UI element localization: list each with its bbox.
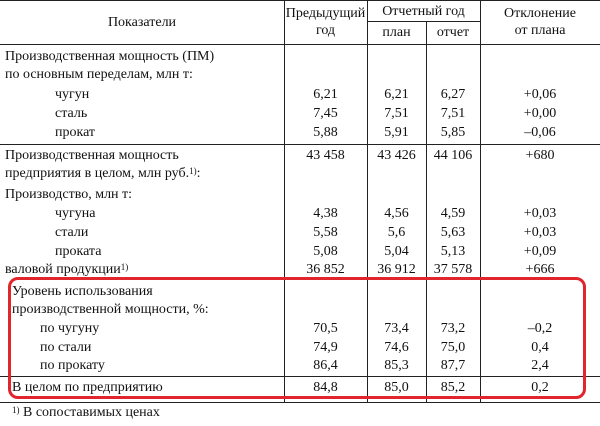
utilization-title-line1: Уровень использования — [12, 284, 153, 299]
gross-output-label: валовой продукции — [5, 262, 121, 277]
footnote-mark: 1) — [12, 405, 20, 415]
cell-prev: 84,8 — [313, 380, 338, 395]
cell-prev: 6,21 — [313, 87, 338, 102]
row-label: валовой продукции1) — [5, 261, 128, 278]
cell-plan: 7,51 — [384, 106, 409, 121]
cell-report: 37 578 — [433, 262, 473, 277]
cell-plan: 4,56 — [384, 206, 409, 221]
cell-prev: 5,88 — [313, 125, 338, 140]
cell-deviation: +680 — [525, 148, 555, 163]
header-report-year: Отчетный год — [382, 4, 465, 19]
header-prev-year-line2: год — [315, 23, 336, 38]
enterprise-title-text: предприятия в целом, млн руб. — [5, 166, 190, 181]
capacity-title-line2: по основным переделам, млн т: — [5, 67, 193, 82]
cell-plan: 85,0 — [384, 380, 409, 395]
cell-report: 4,59 — [440, 206, 466, 221]
cell-plan: 43 426 — [377, 148, 416, 163]
row-label: по прокату — [40, 358, 105, 373]
row-label: чугун — [55, 87, 90, 102]
cell-report: 75,0 — [440, 340, 466, 355]
cell-prev: 74,9 — [313, 340, 338, 355]
row-label: В целом по предприятию — [12, 380, 163, 395]
utilization-title-line2: производственной мощности, %: — [12, 302, 209, 317]
cell-prev: 7,45 — [313, 106, 338, 121]
cell-prev: 36 852 — [306, 262, 345, 277]
cell-report: 73,2 — [440, 321, 466, 336]
header-deviation-line2: от плана — [514, 23, 566, 38]
cell-plan: 5,6 — [387, 225, 406, 240]
row-label: прокат — [55, 125, 96, 140]
cell-deviation: +0,03 — [523, 206, 557, 221]
row-label: по стали — [40, 340, 92, 355]
row-label: сталь — [55, 106, 88, 121]
header-deviation-line1: Отклонение — [504, 6, 576, 21]
cell-plan: 6,21 — [384, 87, 409, 102]
highlight-frame — [8, 277, 586, 399]
cell-deviation: 2,4 — [531, 358, 549, 373]
row-label: по чугуну — [40, 321, 100, 336]
cell-deviation: +0,06 — [523, 87, 557, 102]
enterprise-title-line1: Производственная мощность — [5, 148, 179, 163]
header-report: отчет — [436, 25, 470, 40]
footnote: 1) В сопоставимых ценах — [12, 404, 160, 421]
cell-report: 5,63 — [440, 225, 466, 240]
row-label: проката — [55, 244, 102, 259]
cell-prev: 86,4 — [313, 358, 338, 373]
cell-report: 44 106 — [433, 148, 473, 163]
cell-prev: 5,08 — [313, 244, 338, 259]
cell-report: 6,27 — [440, 87, 466, 102]
production-title: Производство, млн т: — [5, 187, 133, 202]
cell-report: 85,2 — [440, 380, 466, 395]
enterprise-title-line2: предприятия в целом, млн руб.1): — [5, 166, 201, 181]
capacity-title-line1: Производственная мощность (ПМ) — [5, 49, 215, 64]
footnote-ref: 1) — [120, 262, 129, 272]
cell-prev: 4,38 — [313, 206, 338, 221]
cell-prev: 70,5 — [313, 321, 338, 336]
cell-report: 5,85 — [440, 125, 466, 140]
cell-plan: 85,3 — [384, 358, 409, 373]
cell-report: 7,51 — [440, 106, 466, 121]
cell-deviation: –0,2 — [527, 321, 553, 336]
row-label: стали — [55, 225, 89, 240]
cell-deviation: +0,00 — [523, 106, 557, 121]
header-prev-year-line1: Предыдущий — [285, 6, 366, 21]
row-label: чугуна — [55, 206, 96, 221]
cell-plan: 74,6 — [384, 340, 409, 355]
cell-plan: 5,04 — [384, 244, 409, 259]
footnote-ref: 1) — [189, 166, 197, 176]
cell-prev: 43 458 — [306, 148, 345, 163]
cell-deviation: +0,09 — [523, 244, 557, 259]
cell-plan: 36 912 — [377, 262, 416, 277]
header-plan: план — [382, 25, 411, 40]
cell-deviation: 0,4 — [531, 340, 549, 355]
cell-deviation: +0,03 — [523, 225, 557, 240]
cell-deviation: –0,06 — [524, 125, 556, 140]
header-indicators: Показатели — [107, 15, 177, 30]
footnote-text: В сопоставимых ценах — [23, 405, 160, 420]
cell-report: 5,13 — [440, 244, 466, 259]
cell-plan: 73,4 — [384, 321, 409, 336]
cell-prev: 5,58 — [313, 225, 338, 240]
cell-deviation: 0,2 — [531, 380, 549, 395]
cell-plan: 5,91 — [384, 125, 409, 140]
cell-deviation: +666 — [525, 262, 555, 277]
cell-report: 87,7 — [440, 358, 466, 373]
